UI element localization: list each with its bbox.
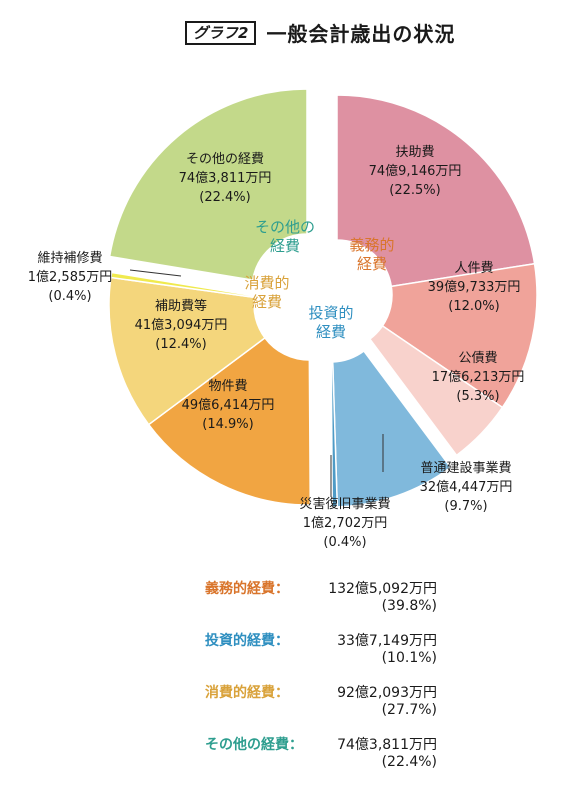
pie-slice	[147, 336, 312, 506]
slice-label: 災害復旧事業費 1億2,702万円 (0.4%)	[299, 496, 390, 550]
slice-amount: 1億2,585万円	[28, 269, 113, 285]
summary-pct: (39.8%)	[381, 598, 437, 614]
slice-amount: 39億9,733万円	[428, 279, 521, 295]
slice-amount: 74億3,811万円	[179, 170, 272, 186]
summary-row: その他の経費： 74億3,811万円 (22.4%)	[0, 734, 565, 774]
summary-row: 投資的経費： 33億7,149万円 (10.1%)	[0, 630, 565, 670]
group-label: 投資的経費	[308, 304, 353, 341]
summary-pct: (27.7%)	[381, 702, 437, 718]
summary-row: 義務的経費： 132億5,092万円 (39.8%)	[0, 578, 565, 618]
slice-percent: (0.4%)	[48, 289, 91, 304]
slice-amount: 41億3,094万円	[135, 317, 228, 333]
pie-slice	[368, 324, 504, 457]
summary-amount: 74億3,811万円	[337, 737, 437, 753]
summary-name: その他の経費：	[205, 737, 303, 753]
summary-name: 消費的経費：	[205, 685, 289, 701]
summary-amount: 33億7,149万円	[337, 633, 437, 649]
slice-amount: 32億4,447万円	[420, 479, 513, 495]
pie-chart: 扶助費 74億9,146万円 (22.5%) 人件費 39億9,733万円 (12.0%)…	[28, 88, 538, 550]
slice-amount: 1億2,702万円	[303, 515, 388, 531]
pie-slice	[330, 361, 339, 508]
slice-label: 維持補修費 1億2,585万円 (0.4%)	[28, 251, 113, 304]
summary-name: 義務的経費：	[205, 581, 289, 597]
group-label-text: 経費	[270, 237, 300, 255]
slice-label: 扶助費 74億9,146万円 (22.5%)	[369, 145, 462, 198]
chart-badge: グラフ2	[185, 20, 257, 45]
slice-name: 人件費	[454, 261, 493, 276]
slice-amount: 74億9,146万円	[369, 163, 462, 179]
pie-slice	[108, 88, 308, 281]
slice-name: 普通建設事業費	[420, 460, 511, 476]
summary-pct: (10.1%)	[381, 650, 437, 666]
group-label: 消費的経費	[244, 274, 289, 311]
slice-percent: (12.4%)	[155, 337, 206, 352]
summary-amount: 92億2,093万円	[337, 685, 437, 701]
slice-percent: (12.0%)	[448, 299, 499, 314]
summary-row: 消費的経費： 92億2,093万円 (27.7%)	[0, 682, 565, 722]
group-label-text: 消費的	[244, 274, 289, 292]
pie-slice	[336, 94, 536, 288]
group-label-text: 経費	[252, 293, 282, 311]
leader-line	[129, 269, 182, 277]
slice-percent: (5.3%)	[456, 389, 499, 404]
group-label-text: 投資的	[308, 304, 353, 322]
slice-label: 物件費 49億6,414万円 (14.9%)	[182, 379, 275, 432]
pie-slice	[108, 276, 266, 426]
group-label-text: 経費	[357, 255, 387, 273]
slice-label: その他の経費 74億3,811万円 (22.4%)	[179, 152, 272, 205]
slice-percent: (14.9%)	[202, 417, 253, 432]
slice-name: 物件費	[208, 379, 247, 394]
group-label: その他の経費	[255, 218, 315, 255]
slice-amount: 17億6,213万円	[432, 369, 525, 385]
pie-slice	[381, 262, 538, 409]
slice-name: 補助費等	[155, 298, 207, 314]
slice-percent: (9.7%)	[444, 499, 487, 514]
slice-amount: 49億6,414万円	[182, 397, 275, 413]
summary-pct: (22.4%)	[381, 754, 437, 770]
slice-percent: (22.5%)	[389, 183, 440, 198]
slice-percent: (0.4%)	[323, 535, 366, 550]
chart-title-text: 一般会計歳出の状況	[266, 22, 456, 46]
slice-label: 普通建設事業費 32億4,447万円 (9.7%)	[420, 460, 513, 514]
slice-label: 公債費 17億6,213万円 (5.3%)	[432, 351, 525, 404]
slice-name: 公債費	[458, 351, 497, 366]
group-label-text: 義務的	[349, 236, 394, 254]
slice-label: 補助費等 41億3,094万円 (12.4%)	[135, 298, 228, 352]
group-label: 義務的経費	[349, 236, 394, 273]
slice-name: 災害復旧事業費	[299, 496, 390, 512]
slice-label: 人件費 39億9,733万円 (12.0%)	[428, 261, 521, 314]
slice-name: 維持補修費	[37, 251, 102, 266]
chart-title: グラフ2 一般会計歳出の状況	[185, 18, 455, 47]
summary-amount: 132億5,092万円	[328, 581, 437, 597]
summary-name: 投資的経費：	[205, 633, 289, 649]
group-label-text: 経費	[316, 323, 346, 341]
slice-percent: (22.4%)	[199, 190, 250, 205]
slice-name: 扶助費	[395, 145, 434, 160]
group-label-text: その他の	[255, 218, 315, 236]
slice-name: その他の経費	[186, 152, 264, 167]
pie-slice	[110, 271, 256, 299]
pie-slice	[331, 350, 452, 508]
